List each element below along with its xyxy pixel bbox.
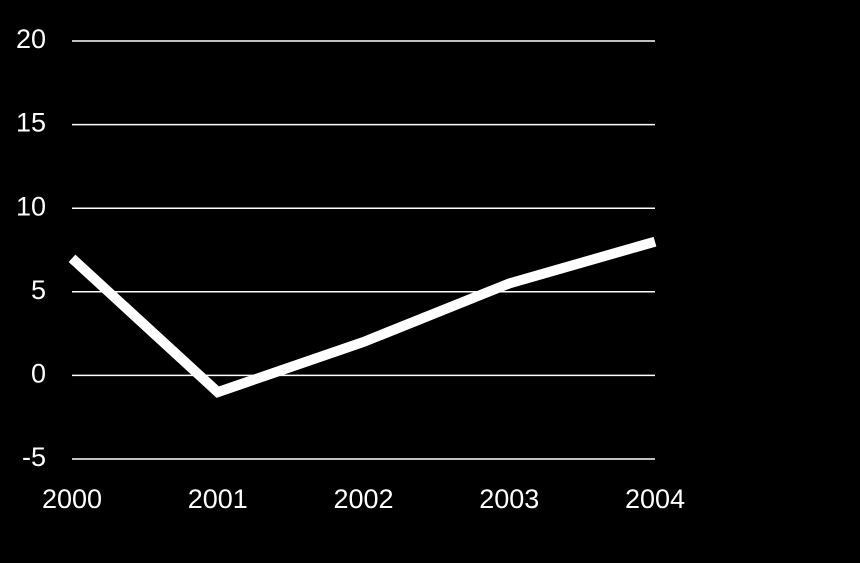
line [68, 236, 657, 398]
y-tick-label: -5 [22, 442, 46, 472]
y-tick-label: 15 [16, 108, 46, 138]
y-tick-label: 10 [16, 191, 46, 221]
x-tick-label: 2002 [333, 484, 393, 514]
x-tick-label: 2003 [479, 484, 539, 514]
y-tick-label: 0 [31, 359, 46, 389]
x-tick-label: 2000 [42, 484, 102, 514]
x-tick-label: 2004 [625, 484, 685, 514]
x-tick-label: 2001 [188, 484, 248, 514]
y-tick-label: 5 [31, 275, 46, 305]
y-tick-label: 20 [16, 24, 46, 54]
